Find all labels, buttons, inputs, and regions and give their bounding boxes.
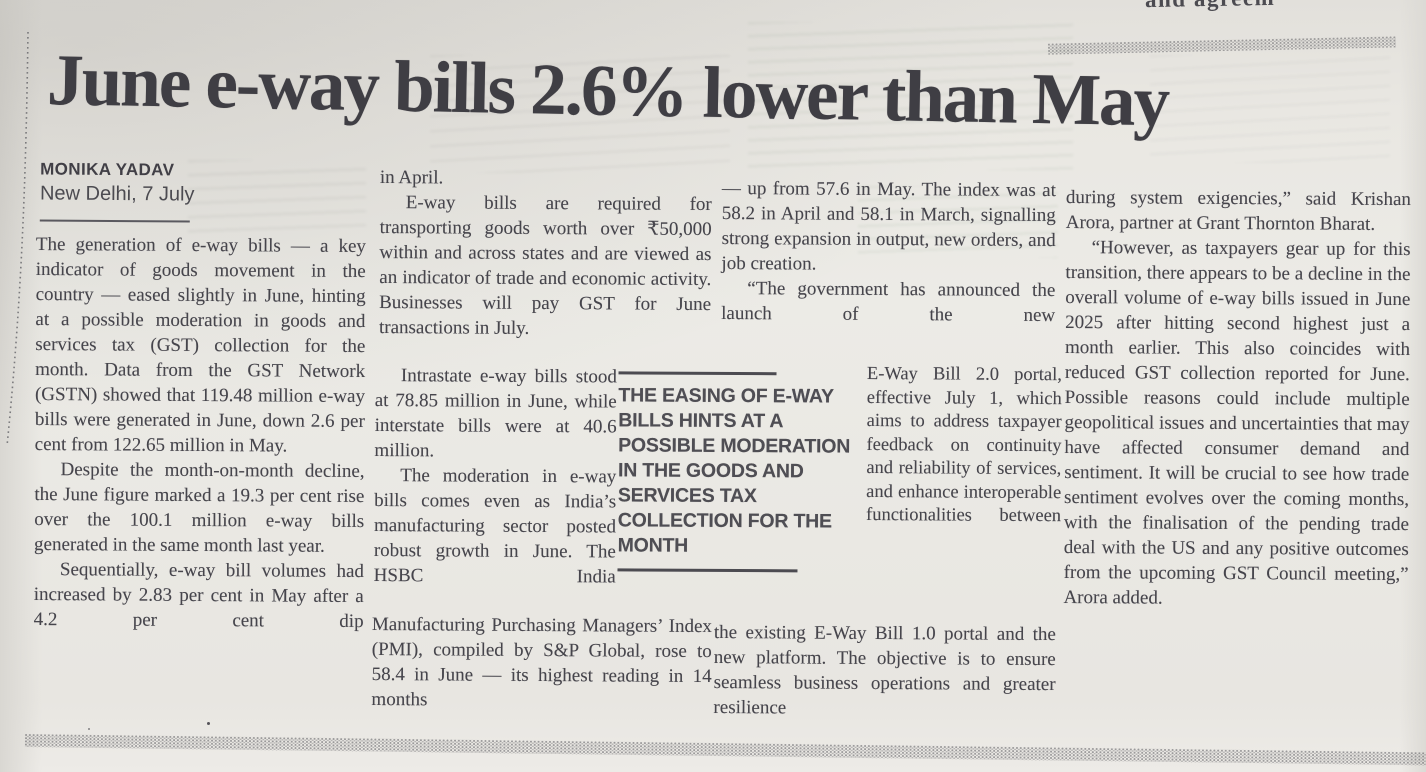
paragraph-continuation: E-Way Bill 2.0 portal, effective July 1,… bbox=[866, 363, 1062, 527]
column-3-bottom: the existing E-Way Bill 1.0 portal and t… bbox=[713, 620, 1056, 722]
bleed-through-smudge bbox=[188, 160, 366, 238]
paragraph-continuation: during system exigencies,” said Krishan … bbox=[1065, 186, 1411, 235]
ink-speck bbox=[88, 728, 90, 730]
column-2-top: in April. E-way bills are required for t… bbox=[379, 165, 712, 342]
paragraph: “The government has announced the launch… bbox=[721, 278, 1056, 327]
paragraph: Despite the month-on-month decline, the … bbox=[34, 459, 365, 557]
column-3-top: — up from 57.6 in May. The index was at … bbox=[721, 176, 1056, 328]
left-column-dotted-rule bbox=[6, 31, 29, 447]
paragraph: The generation of e-way bills — a key in… bbox=[34, 233, 366, 457]
ink-speck bbox=[207, 722, 210, 725]
column-1: The generation of e-way bills — a key in… bbox=[34, 232, 366, 634]
paragraph-continuation: — up from 57.6 in May. The index was at … bbox=[721, 177, 1056, 275]
bottom-dotted-rule bbox=[24, 734, 1426, 766]
paragraph: “However, as taxpayers gear up for this … bbox=[1063, 237, 1411, 609]
pull-quote-bottom-rule bbox=[617, 568, 798, 573]
headline: June e-way bills 2.6% lower than May bbox=[46, 39, 1169, 142]
paragraph: The moderation in e-way bills comes even… bbox=[373, 465, 617, 588]
paragraph: Sequentially, e-way bill volumes had inc… bbox=[33, 559, 364, 633]
column-3-narrow: E-Way Bill 2.0 portal, effective July 1,… bbox=[866, 363, 1062, 529]
byline: MONIKA YADAV New Delhi, 7 July bbox=[39, 159, 195, 223]
byline-dateline: New Delhi, 7 July bbox=[39, 182, 195, 206]
pull-quote: THE EASING OF E-WAY BILLS HINTS AT A POS… bbox=[617, 371, 855, 573]
pull-quote-text: THE EASING OF E-WAY BILLS HINTS AT A POS… bbox=[617, 384, 851, 557]
top-right-cutoff-text: and agreem bbox=[1145, 0, 1276, 12]
column-2-narrow: Intrastate e-way bills stood at 78.85 mi… bbox=[374, 363, 617, 589]
paragraph-continuation: Manufacturing Purchasing Managers’ Index… bbox=[371, 613, 712, 711]
pull-quote-top-rule bbox=[618, 371, 777, 376]
column-4: during system exigencies,” said Krishan … bbox=[1063, 185, 1411, 612]
byline-rule bbox=[39, 219, 190, 223]
paragraph: E-way bills are required for transportin… bbox=[378, 192, 712, 339]
paragraph-continuation: the existing E-Way Bill 1.0 portal and t… bbox=[713, 621, 1056, 719]
byline-author: MONIKA YADAV bbox=[40, 159, 175, 180]
paragraph-continuation: in April. bbox=[379, 166, 444, 189]
top-dotted-rule bbox=[1047, 36, 1397, 55]
paragraph: Intrastate e-way bills stood at 78.85 mi… bbox=[374, 365, 617, 462]
column-2-bottom: Manufacturing Purchasing Managers’ Index… bbox=[371, 612, 712, 714]
